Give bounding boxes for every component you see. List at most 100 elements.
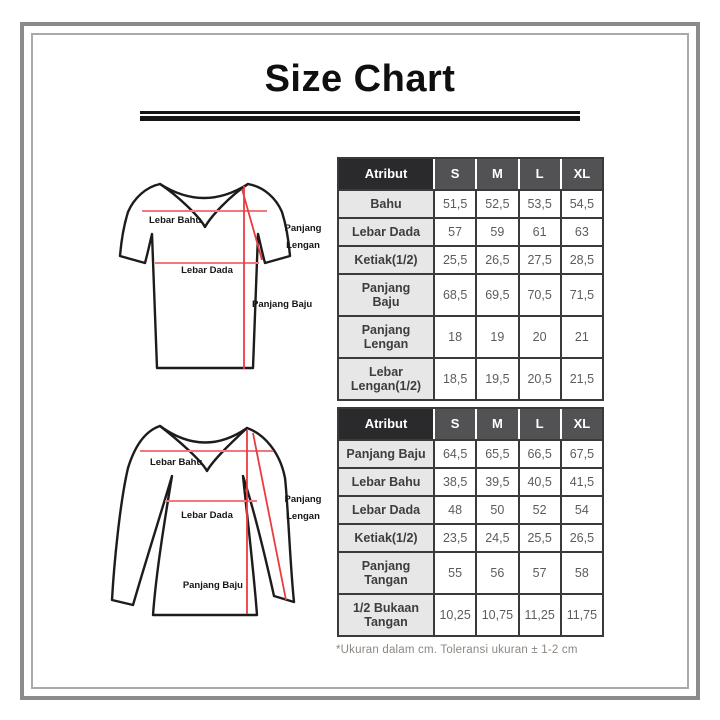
value-cell: 56 [475,551,518,593]
value-cell: 38,5 [433,467,476,495]
long-sleeve-shirt-diagram: Lebar Bahu Lebar Dada Panjang Lengan Pan… [110,424,322,617]
value-cell: 18,5 [433,357,476,399]
value-cell: 64,5 [433,439,476,467]
size-table-row: 1/2 Bukaan Tangan 10,25 10,75 11,25 11,75 [339,593,602,635]
value-cell: 40,5 [517,467,560,495]
size-table-row: Lebar Lengan(1/2) 18,5 19,5 20,5 21,5 [339,357,602,399]
value-cell: 54,5 [559,189,602,217]
value-cell: 55 [433,551,476,593]
label-panjang-lengan-line2: Lengan [286,511,320,522]
value-cell: 68,5 [433,273,476,315]
value-cell: 26,5 [475,245,518,273]
value-cell: 65,5 [475,439,518,467]
label-panjang-lengan-line1: Panjang [285,223,322,234]
value-cell: 61 [517,217,560,245]
value-cell: 10,75 [475,593,518,635]
divider-thin-line [140,111,580,114]
size-column-header: L [517,159,560,189]
title-divider [140,111,580,121]
size-column-header: S [433,159,476,189]
size-table-row: Ketiak(1/2) 23,5 24,5 25,5 26,5 [339,523,602,551]
value-cell: 70,5 [517,273,560,315]
value-cell: 52,5 [475,189,518,217]
size-table-short-sleeve: Atribut S M L XL Bahu 51,5 52,5 53,5 54,5 Lebar Da… [337,157,604,401]
shirt-neckline-v [158,182,250,229]
value-cell: 23,5 [433,523,476,551]
value-cell: 26,5 [559,523,602,551]
size-column-header: M [475,159,518,189]
attribute-cell: Lebar Bahu [339,467,433,495]
size-table-row: Lebar Dada 57 59 61 63 [339,217,602,245]
label-lebar-bahu: Lebar Bahu [149,215,201,226]
value-cell: 50 [475,495,518,523]
value-cell: 25,5 [517,523,560,551]
label-lebar-bahu: Lebar Bahu [150,457,202,468]
attribute-column-header: Atribut [339,409,433,439]
value-cell: 57 [517,551,560,593]
size-table-row: Lebar Dada 48 50 52 54 [339,495,602,523]
value-cell: 19,5 [475,357,518,399]
size-table-row: Panjang Tangan 55 56 57 58 [339,551,602,593]
value-cell: 66,5 [517,439,560,467]
measure-line-panjang-lengan [252,432,287,601]
label-lebar-dada: Lebar Dada [181,510,233,521]
attribute-cell: 1/2 Bukaan Tangan [339,593,433,635]
label-panjang-baju: Panjang Baju [252,299,312,310]
attribute-cell: Panjang Tangan [339,551,433,593]
value-cell: 28,5 [559,245,602,273]
value-cell: 20,5 [517,357,560,399]
value-cell: 71,5 [559,273,602,315]
size-tolerance-note: *Ukuran dalam cm. Toleransi ukuran ± 1-2… [336,644,578,656]
size-column-header: L [517,409,560,439]
attribute-cell: Ketiak(1/2) [339,245,433,273]
size-column-header: XL [559,409,602,439]
label-lebar-dada: Lebar Dada [181,265,233,276]
size-table-row: Ketiak(1/2) 25,5 26,5 27,5 28,5 [339,245,602,273]
short-sleeve-shirt-diagram: Lebar Bahu Lebar Dada Panjang Lengan Pan… [118,182,322,370]
value-cell: 51,5 [433,189,476,217]
value-cell: 21 [559,315,602,357]
attribute-cell: Lebar Dada [339,217,433,245]
page-title: Size Chart [264,58,456,100]
size-table-long-sleeve: Atribut S M L XL Panjang Baju 64,5 65,5 66,5 67,5… [337,407,604,637]
outer-border-frame [20,22,700,700]
size-column-header: M [475,409,518,439]
value-cell: 19 [475,315,518,357]
shirt-body-outline [118,182,292,370]
value-cell: 24,5 [475,523,518,551]
value-cell: 11,75 [559,593,602,635]
size-table-header-row: Atribut S M L XL [339,409,602,439]
value-cell: 18 [433,315,476,357]
size-table-row: Panjang Lengan 18 19 20 21 [339,315,602,357]
size-table-row: Bahu 51,5 52,5 53,5 54,5 [339,189,602,217]
attribute-column-header: Atribut [339,159,433,189]
value-cell: 57 [433,217,476,245]
value-cell: 10,25 [433,593,476,635]
attribute-cell: Bahu [339,189,433,217]
value-cell: 11,25 [517,593,560,635]
attribute-cell: Lebar Lengan(1/2) [339,357,433,399]
value-cell: 58 [559,551,602,593]
value-cell: 52 [517,495,560,523]
shirt-body-outline [110,424,296,617]
size-column-header: XL [559,159,602,189]
value-cell: 21,5 [559,357,602,399]
value-cell: 20 [517,315,560,357]
value-cell: 48 [433,495,476,523]
measure-line-panjang-lengan [241,188,263,261]
inner-border-frame [31,33,689,689]
size-table-row: Panjang Baju 64,5 65,5 66,5 67,5 [339,439,602,467]
value-cell: 39,5 [475,467,518,495]
shirt-neckline-v [158,424,249,473]
attribute-cell: Panjang Baju [339,439,433,467]
label-panjang-lengan-line1: Panjang [285,494,322,505]
attribute-cell: Panjang Baju [339,273,433,315]
attribute-cell: Ketiak(1/2) [339,523,433,551]
value-cell: 59 [475,217,518,245]
value-cell: 54 [559,495,602,523]
value-cell: 25,5 [433,245,476,273]
value-cell: 63 [559,217,602,245]
label-panjang-lengan-line2: Lengan [286,240,320,251]
size-table-row: Panjang Baju 68,5 69,5 70,5 71,5 [339,273,602,315]
value-cell: 41,5 [559,467,602,495]
